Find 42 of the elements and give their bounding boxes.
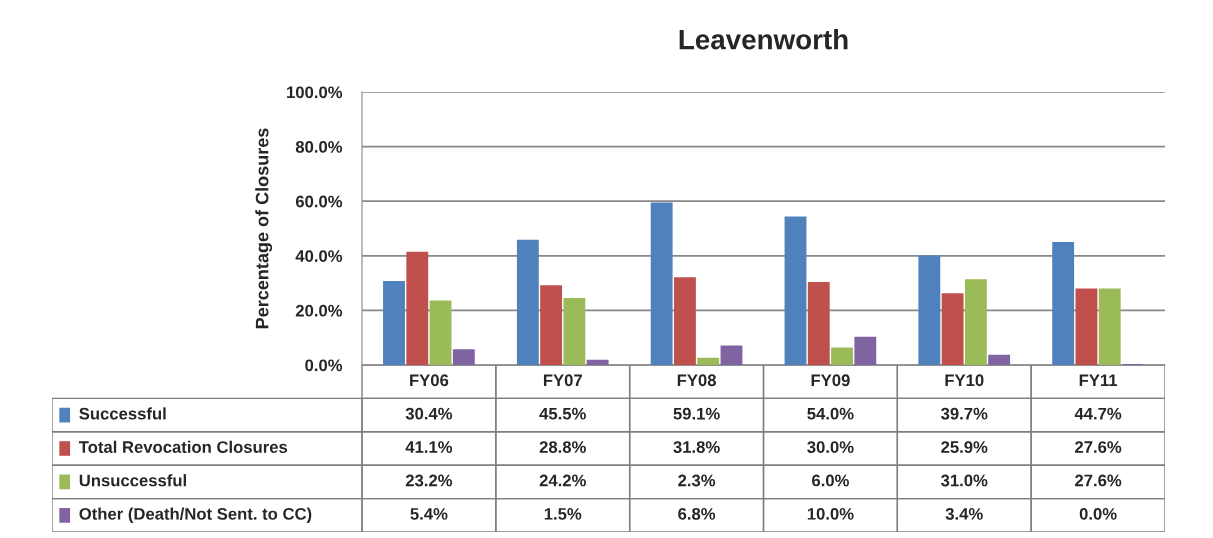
legend-label: Other (Death/Not Sent. to CC) — [79, 507, 312, 524]
data-label: 31.8% — [673, 441, 720, 453]
data-label: 54.0% — [807, 407, 854, 420]
y-tick-label: 100.0% — [287, 86, 343, 99]
data-label: 39.7% — [941, 407, 988, 420]
y-tick-label: 0.0% — [305, 359, 343, 372]
y-tick-label: 60.0% — [295, 195, 343, 208]
data-label: 30.0% — [807, 441, 854, 453]
y-tick-label: 80.0% — [295, 141, 343, 153]
data-label: 31.0% — [941, 474, 988, 487]
legend-label: Successful — [79, 407, 166, 420]
data-label: 23.2% — [405, 474, 453, 487]
data-label: 10.0% — [807, 507, 854, 520]
chart-title: Leavenworth — [679, 29, 848, 50]
data-label: 3.4% — [945, 507, 983, 520]
data-label: 6.0% — [812, 474, 849, 487]
x-tick-label: FY06 — [410, 374, 449, 387]
data-label: 41.1% — [405, 441, 453, 453]
y-tick-label: 40.0% — [295, 250, 343, 262]
x-tick-label: FY11 — [1079, 374, 1118, 387]
x-tick-label: FY09 — [811, 374, 850, 387]
data-label: 59.1% — [673, 407, 720, 420]
y-axis-title: Percentage of Closures — [255, 128, 273, 329]
data-label: 30.4% — [405, 407, 453, 420]
data-label: 6.8% — [678, 507, 716, 520]
data-label: 28.8% — [539, 441, 586, 453]
y-tick-label: 20.0% — [295, 304, 343, 317]
data-label: 1.5% — [544, 508, 582, 520]
data-label: 5.4% — [410, 508, 448, 520]
data-label: 44.7% — [1074, 407, 1122, 420]
data-label: 45.5% — [539, 407, 586, 420]
data-label: 27.6% — [1075, 474, 1122, 487]
data-label: 27.6% — [1075, 441, 1122, 453]
x-tick-label: FY10 — [945, 374, 984, 387]
data-label: 25.9% — [941, 441, 988, 453]
x-tick-label: FY07 — [543, 374, 582, 387]
legend-label: Unsuccessful — [79, 474, 186, 487]
data-label: 0.0% — [1079, 507, 1117, 520]
data-label: 24.2% — [539, 474, 586, 487]
data-label: 2.3% — [678, 474, 716, 487]
x-tick-label: FY08 — [677, 374, 716, 387]
legend-label: Total Revocation Closures — [78, 440, 288, 453]
